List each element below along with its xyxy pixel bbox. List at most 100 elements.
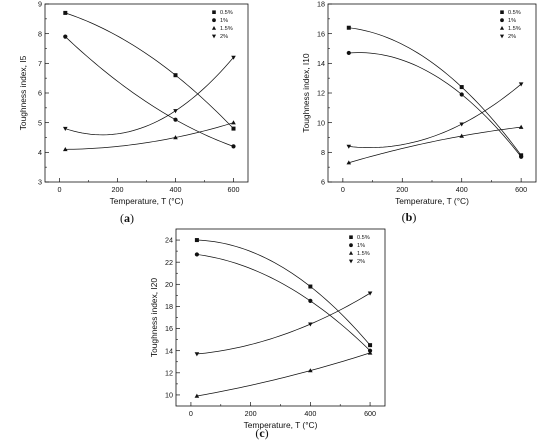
y-tick-label: 8 — [38, 29, 42, 38]
data-point-circle — [231, 144, 236, 149]
data-point-square — [194, 238, 199, 243]
y-axis-title: Toughness index, I5 — [18, 55, 28, 130]
y-tick-label: 5 — [38, 118, 42, 127]
data-point-circle — [173, 117, 178, 122]
x-tick-label: 400 — [170, 185, 182, 194]
y-tick-label: 10 — [317, 118, 325, 127]
legend-marker-triangle-up — [211, 26, 217, 30]
data-point-circle — [308, 298, 313, 304]
x-tick-label: 400 — [456, 185, 468, 194]
data-point-triangle-down — [346, 144, 352, 149]
series-line-2 — [65, 36, 234, 147]
data-point-square — [308, 284, 313, 289]
legend-label: 2% — [508, 34, 516, 40]
series-line-3 — [348, 126, 522, 164]
data-point-triangle-down — [367, 291, 373, 296]
data-point-triangle-up — [346, 160, 352, 165]
data-point-triangle-up — [231, 120, 236, 125]
y-tick-label: 9 — [38, 0, 42, 9]
data-point-square — [231, 126, 236, 131]
y-tick-label: 7 — [38, 59, 42, 68]
legend-marker-triangle-up — [348, 251, 354, 255]
legend-marker-circle — [212, 18, 216, 23]
data-point-triangle-down — [231, 55, 236, 60]
series-line-1 — [65, 12, 234, 129]
x-tick-label: 600 — [364, 409, 376, 418]
data-point-triangle-up — [173, 135, 178, 140]
data-point-square — [346, 25, 351, 30]
data-point-triangle-up — [63, 146, 68, 152]
plot-frame — [44, 3, 249, 183]
data-point-triangle-down — [459, 122, 465, 127]
x-axis-title: Temperature, T (°C) — [395, 196, 469, 206]
y-tick-label: 10 — [165, 391, 173, 400]
legend-marker-square — [500, 10, 504, 14]
x-tick-label: 0 — [341, 185, 345, 194]
series-line-2 — [348, 52, 522, 158]
y-tick-label: 18 — [317, 0, 325, 9]
data-point-triangle-up — [367, 350, 373, 355]
legend-label: 0.5% — [508, 10, 521, 16]
data-point-square — [459, 85, 464, 90]
y-tick-label: 3 — [38, 178, 42, 187]
x-tick-label: 200 — [112, 185, 124, 194]
y-tick-label: 16 — [317, 29, 325, 38]
series-line-4 — [65, 57, 234, 136]
legend-marker-square — [349, 235, 353, 239]
data-point-circle — [63, 34, 68, 39]
x-tick-label: 0 — [58, 185, 62, 194]
series-line-4 — [348, 83, 522, 148]
series-line-1 — [348, 27, 522, 156]
data-point-circle — [519, 154, 524, 159]
y-tick-label: 18 — [165, 302, 173, 311]
series-line-4 — [196, 292, 371, 355]
data-point-circle — [459, 92, 464, 97]
y-tick-label: 6 — [38, 89, 42, 98]
data-point-square — [368, 343, 373, 348]
data-point-square — [63, 10, 68, 15]
legend-label: 1% — [220, 18, 228, 24]
data-point-triangle-up — [308, 368, 313, 373]
plot-frame — [327, 3, 537, 183]
panel-label: (a) — [120, 211, 134, 225]
data-point-triangle-up — [459, 133, 465, 138]
legend-marker-triangle-down — [499, 34, 505, 39]
y-tick-label: 22 — [165, 258, 173, 267]
y-tick-label: 4 — [38, 148, 42, 157]
chart-panel-2: 0 200 400 600 6 8 10 12 14 16 18 Temperature, T (°C… — [301, 0, 537, 224]
series-line-1 — [196, 239, 371, 346]
data-point-triangle-down — [194, 352, 200, 357]
data-point-triangle-down — [173, 109, 178, 114]
y-tick-label: 16 — [165, 324, 173, 333]
x-tick-label: 200 — [245, 409, 257, 418]
legend-marker-circle — [349, 243, 353, 248]
legend-marker-triangle-up — [499, 26, 505, 30]
y-tick-label: 24 — [165, 236, 173, 245]
data-point-triangle-down — [308, 322, 313, 327]
legend-label: 1.5% — [357, 251, 370, 257]
legend-marker-triangle-down — [348, 259, 354, 264]
legend-label: 1% — [357, 243, 365, 249]
y-tick-label: 8 — [321, 148, 325, 157]
x-tick-label: 600 — [228, 185, 240, 194]
data-point-circle — [194, 252, 199, 257]
panel-label: (b) — [402, 210, 417, 224]
data-point-square — [173, 73, 178, 78]
legend-marker-triangle-down — [211, 34, 217, 39]
legend-label: 0.5% — [220, 10, 233, 16]
plot-frame — [175, 228, 386, 407]
x-tick-label: 0 — [189, 409, 193, 418]
legend-label: 2% — [357, 259, 365, 265]
series-line-3 — [65, 122, 234, 150]
x-axis-title: Temperature, T (°C) — [110, 196, 184, 206]
y-tick-label: 20 — [165, 280, 173, 289]
x-tick-label: 600 — [515, 185, 527, 194]
y-tick-label: 14 — [165, 346, 173, 355]
legend-label: 1% — [508, 18, 516, 24]
x-axis-title: Temperature, T (°C) — [244, 420, 318, 430]
legend-label: 0.5% — [357, 235, 370, 241]
data-point-triangle-up — [194, 393, 200, 398]
y-axis-title: Toughness index, I10 — [301, 53, 311, 132]
